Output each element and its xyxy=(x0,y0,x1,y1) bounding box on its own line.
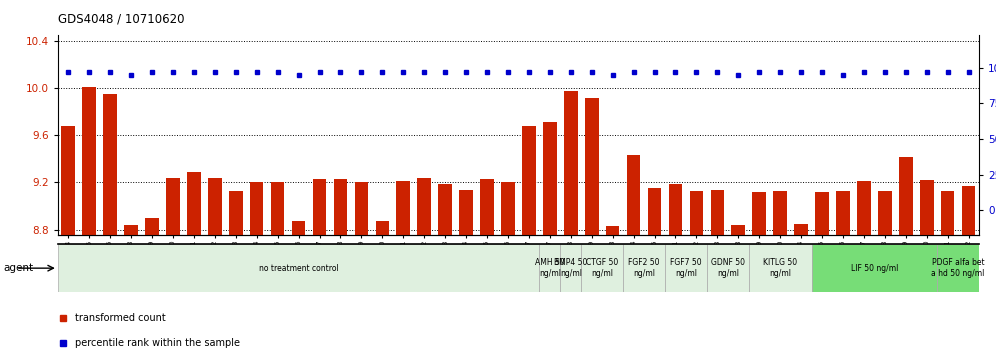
Bar xyxy=(62,126,75,354)
Bar xyxy=(396,181,410,354)
Text: BMP4 50
ng/ml: BMP4 50 ng/ml xyxy=(554,258,588,278)
Bar xyxy=(920,180,933,354)
Text: agent: agent xyxy=(3,263,33,273)
Bar xyxy=(292,221,306,354)
Text: AMH 50
ng/ml: AMH 50 ng/ml xyxy=(535,258,565,278)
Bar xyxy=(585,98,599,354)
Bar xyxy=(271,182,285,354)
Bar xyxy=(878,191,891,354)
Bar xyxy=(749,244,812,292)
Bar xyxy=(438,184,452,354)
Bar xyxy=(543,122,557,354)
Bar xyxy=(208,178,222,354)
Bar xyxy=(83,87,96,354)
Bar xyxy=(937,244,979,292)
Bar xyxy=(564,91,578,354)
Bar xyxy=(689,191,703,354)
Bar xyxy=(837,191,850,354)
Bar xyxy=(606,226,620,354)
Bar xyxy=(104,94,117,354)
Bar xyxy=(623,244,665,292)
Bar xyxy=(166,178,179,354)
Text: PDGF alfa bet
a hd 50 ng/ml: PDGF alfa bet a hd 50 ng/ml xyxy=(931,258,985,278)
Bar xyxy=(540,244,561,292)
Bar xyxy=(58,244,540,292)
Bar xyxy=(522,126,536,354)
Bar xyxy=(355,182,369,354)
Bar xyxy=(707,244,749,292)
Bar xyxy=(812,244,937,292)
Bar xyxy=(250,182,264,354)
Bar xyxy=(962,186,975,354)
Text: CTGF 50
ng/ml: CTGF 50 ng/ml xyxy=(586,258,619,278)
Text: FGF2 50
ng/ml: FGF2 50 ng/ml xyxy=(628,258,659,278)
Text: GDS4048 / 10710620: GDS4048 / 10710620 xyxy=(58,12,184,25)
Bar xyxy=(124,225,137,354)
Text: FGF7 50
ng/ml: FGF7 50 ng/ml xyxy=(670,258,702,278)
Bar xyxy=(334,179,348,354)
Bar xyxy=(480,179,494,354)
Bar xyxy=(665,244,707,292)
Bar xyxy=(501,182,515,354)
Bar xyxy=(752,192,766,354)
Bar xyxy=(899,156,912,354)
Bar xyxy=(815,192,829,354)
Bar xyxy=(731,225,745,354)
Text: KITLG 50
ng/ml: KITLG 50 ng/ml xyxy=(763,258,797,278)
Bar xyxy=(858,181,871,354)
Bar xyxy=(375,221,389,354)
Text: percentile rank within the sample: percentile rank within the sample xyxy=(75,338,239,348)
Bar xyxy=(794,224,808,354)
Bar xyxy=(229,191,243,354)
Bar xyxy=(710,189,724,354)
Text: LIF 50 ng/ml: LIF 50 ng/ml xyxy=(851,264,898,273)
Bar xyxy=(582,244,623,292)
Bar xyxy=(647,188,661,354)
Bar xyxy=(941,191,954,354)
Bar xyxy=(561,244,582,292)
Bar xyxy=(313,179,327,354)
Text: transformed count: transformed count xyxy=(75,313,165,323)
Bar xyxy=(187,172,200,354)
Bar xyxy=(417,178,431,354)
Bar xyxy=(459,189,473,354)
Bar xyxy=(145,218,158,354)
Text: GDNF 50
ng/ml: GDNF 50 ng/ml xyxy=(711,258,745,278)
Bar xyxy=(668,184,682,354)
Bar xyxy=(773,191,787,354)
Text: no treatment control: no treatment control xyxy=(259,264,339,273)
Bar xyxy=(626,155,640,354)
